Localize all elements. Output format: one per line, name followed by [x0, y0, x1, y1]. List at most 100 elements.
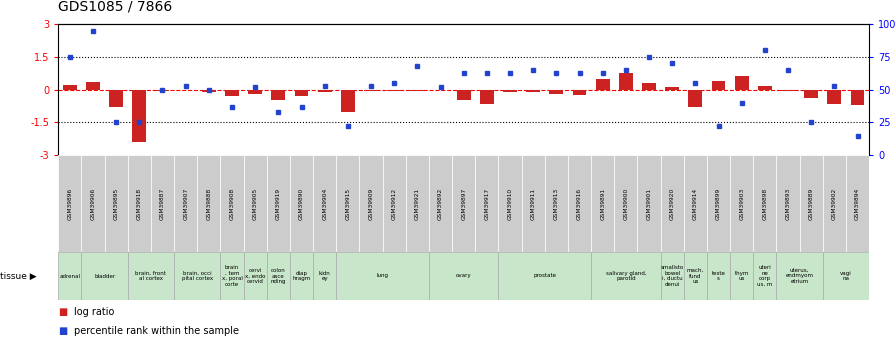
- Text: GSM39898: GSM39898: [762, 187, 767, 220]
- Text: log ratio: log ratio: [74, 307, 115, 317]
- Bar: [823, 252, 869, 300]
- Bar: [220, 252, 244, 300]
- Bar: [267, 155, 290, 252]
- Text: GSM39920: GSM39920: [669, 187, 675, 220]
- Text: uteri
ne
corp
us, m: uteri ne corp us, m: [757, 265, 772, 287]
- Bar: [410, 90, 425, 91]
- Bar: [707, 155, 730, 252]
- Text: GDS1085 / 7866: GDS1085 / 7866: [58, 0, 173, 14]
- Text: GSM39919: GSM39919: [276, 187, 280, 220]
- Bar: [457, 90, 470, 99]
- Text: GSM39915: GSM39915: [345, 187, 350, 220]
- Bar: [754, 252, 777, 300]
- Text: GSM39891: GSM39891: [600, 187, 605, 220]
- Bar: [82, 252, 128, 300]
- Text: GSM39900: GSM39900: [624, 187, 628, 220]
- Text: GSM39908: GSM39908: [229, 187, 235, 220]
- Text: GSM39907: GSM39907: [183, 187, 188, 220]
- Bar: [615, 155, 637, 252]
- Bar: [313, 155, 336, 252]
- Text: vagi
na: vagi na: [840, 271, 852, 281]
- Text: cervi
x, endo
cervid: cervi x, endo cervid: [245, 268, 265, 284]
- Text: thym
us: thym us: [735, 271, 749, 281]
- Bar: [711, 80, 726, 90]
- Bar: [156, 90, 169, 91]
- Text: GSM39889: GSM39889: [809, 187, 814, 220]
- Bar: [475, 155, 498, 252]
- Text: colon
asce
nding: colon asce nding: [271, 268, 286, 284]
- Bar: [364, 90, 378, 91]
- Bar: [781, 90, 795, 91]
- Bar: [637, 155, 660, 252]
- Bar: [799, 155, 823, 252]
- Text: ■: ■: [58, 307, 67, 317]
- Bar: [660, 252, 684, 300]
- Text: teste
s: teste s: [711, 271, 726, 281]
- Text: tissue ▶: tissue ▶: [0, 272, 37, 280]
- Bar: [735, 76, 749, 90]
- Bar: [174, 155, 197, 252]
- Bar: [133, 90, 146, 142]
- Bar: [452, 155, 475, 252]
- Text: GSM39911: GSM39911: [530, 188, 536, 219]
- Text: GSM39899: GSM39899: [716, 187, 721, 220]
- Bar: [313, 252, 336, 300]
- Text: mach,
fund
us: mach, fund us: [686, 268, 704, 284]
- Bar: [429, 155, 452, 252]
- Bar: [498, 155, 521, 252]
- Bar: [591, 252, 660, 300]
- Text: GSM39904: GSM39904: [323, 187, 327, 220]
- Text: diap
hragm: diap hragm: [292, 271, 311, 281]
- Text: brain
, tem
x, poral
corte: brain , tem x, poral corte: [221, 265, 243, 287]
- Bar: [318, 90, 332, 92]
- Bar: [758, 86, 771, 90]
- Bar: [684, 155, 707, 252]
- Bar: [480, 90, 494, 104]
- Text: GSM39909: GSM39909: [368, 187, 374, 220]
- Bar: [58, 252, 82, 300]
- Bar: [688, 90, 702, 107]
- Text: GSM39917: GSM39917: [485, 187, 489, 220]
- Bar: [387, 90, 401, 91]
- Text: smallsto
bowel
i, ductu
denui: smallsto bowel i, ductu denui: [660, 265, 684, 287]
- Bar: [707, 252, 730, 300]
- Bar: [660, 155, 684, 252]
- Bar: [498, 252, 591, 300]
- Bar: [850, 90, 865, 105]
- Bar: [754, 155, 777, 252]
- Bar: [336, 252, 429, 300]
- Text: GSM39906: GSM39906: [90, 187, 96, 220]
- Text: GSM39921: GSM39921: [415, 187, 420, 220]
- Text: GSM39890: GSM39890: [299, 187, 304, 220]
- Text: bladder: bladder: [94, 274, 116, 278]
- Bar: [244, 252, 267, 300]
- Bar: [267, 252, 290, 300]
- Bar: [730, 155, 754, 252]
- Bar: [406, 155, 429, 252]
- Bar: [568, 155, 591, 252]
- Bar: [503, 90, 517, 92]
- Bar: [82, 155, 105, 252]
- Text: brain, occi
pital cortex: brain, occi pital cortex: [182, 271, 213, 281]
- Bar: [63, 85, 77, 90]
- Text: percentile rank within the sample: percentile rank within the sample: [74, 326, 239, 336]
- Text: GSM39914: GSM39914: [693, 187, 698, 220]
- Text: GSM39910: GSM39910: [507, 187, 513, 220]
- Bar: [174, 252, 220, 300]
- Text: prostate: prostate: [533, 274, 556, 278]
- Bar: [290, 252, 313, 300]
- Bar: [151, 155, 174, 252]
- Text: GSM39918: GSM39918: [137, 187, 142, 220]
- Bar: [429, 252, 498, 300]
- Text: ■: ■: [58, 326, 67, 336]
- Bar: [128, 155, 151, 252]
- Bar: [805, 90, 818, 98]
- Bar: [827, 90, 841, 104]
- Bar: [271, 90, 285, 99]
- Bar: [383, 155, 406, 252]
- Bar: [109, 90, 123, 107]
- Bar: [336, 155, 359, 252]
- Bar: [665, 87, 679, 90]
- Text: GSM39892: GSM39892: [438, 187, 443, 220]
- Bar: [591, 155, 615, 252]
